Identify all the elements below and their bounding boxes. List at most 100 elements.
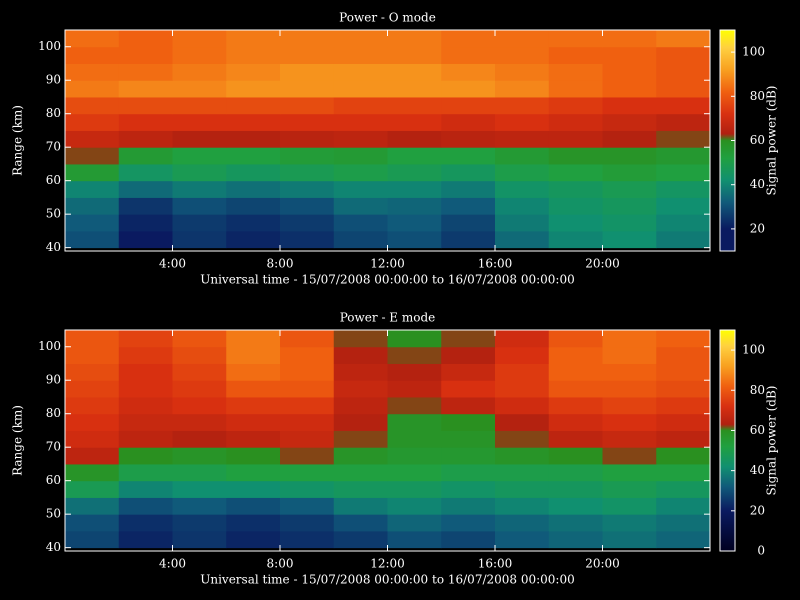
heat-cell: [119, 63, 173, 80]
x-tick-label: 12:00: [370, 257, 405, 271]
heat-cell: [226, 514, 280, 531]
heat-cell: [441, 397, 495, 414]
heat-cell: [495, 363, 549, 380]
heat-cell: [119, 30, 173, 47]
heat-cell: [334, 63, 388, 80]
y-tick-label: 80: [46, 406, 61, 420]
y-tick-label: 50: [46, 507, 61, 521]
heat-cell: [334, 397, 388, 414]
heat-cell: [656, 63, 710, 80]
heat-cell: [656, 464, 710, 481]
heat-cell: [119, 80, 173, 97]
heat-cell: [280, 363, 334, 380]
heat-cell: [280, 147, 334, 164]
heat-cell: [226, 363, 280, 380]
heat-cell: [441, 464, 495, 481]
heat-cell: [495, 164, 549, 181]
heat-cell: [388, 63, 442, 80]
heat-cell: [388, 481, 442, 498]
x-tick-label: 8:00: [267, 557, 294, 571]
heat-cell: [603, 430, 657, 447]
heat-cell: [495, 47, 549, 64]
heat-cell: [173, 397, 227, 414]
heat-cell: [441, 164, 495, 181]
heat-cell: [119, 97, 173, 114]
heat-cell: [334, 497, 388, 514]
y-axis-label: Range (km): [11, 405, 25, 476]
heat-cell: [280, 197, 334, 214]
heat-cell: [173, 214, 227, 231]
heat-cell: [280, 30, 334, 47]
heat-cell: [65, 130, 119, 147]
heat-cell: [549, 347, 603, 364]
colorbar-tick-label: 80: [750, 383, 765, 397]
heat-cell: [173, 330, 227, 347]
colorbar-tick-label: 60: [750, 423, 765, 437]
heat-cell: [119, 197, 173, 214]
heat-cell: [656, 330, 710, 347]
heat-cell: [173, 80, 227, 97]
heat-cell: [226, 80, 280, 97]
heat-cell: [495, 347, 549, 364]
heat-cell: [441, 430, 495, 447]
heat-cell: [173, 414, 227, 431]
heat-cell: [173, 114, 227, 131]
heat-cell: [173, 197, 227, 214]
heat-cell: [495, 97, 549, 114]
heat-cell: [388, 181, 442, 198]
heat-cell: [280, 464, 334, 481]
heat-cell: [549, 164, 603, 181]
heat-cell: [280, 497, 334, 514]
heat-cell: [226, 30, 280, 47]
heat-cell: [388, 347, 442, 364]
heat-cell: [226, 430, 280, 447]
heat-cell: [495, 114, 549, 131]
heat-cell: [441, 347, 495, 364]
heat-cell: [173, 97, 227, 114]
heat-cell: [119, 47, 173, 64]
heat-cell: [226, 347, 280, 364]
heat-cell: [441, 363, 495, 380]
heat-cell: [226, 97, 280, 114]
x-tick-label: 8:00: [267, 257, 294, 271]
heat-cell: [388, 397, 442, 414]
heat-cell: [441, 181, 495, 198]
y-tick-label: 70: [46, 140, 61, 154]
x-tick-label: 16:00: [478, 257, 513, 271]
heat-cell: [334, 80, 388, 97]
heat-cell: [441, 414, 495, 431]
colorbar-tick-label: 0: [757, 544, 765, 558]
heat-cell: [226, 197, 280, 214]
heat-cell: [226, 447, 280, 464]
heat-cell: [388, 380, 442, 397]
colorbar-tick-label: 80: [750, 89, 765, 103]
heat-cell: [334, 347, 388, 364]
heat-cell: [441, 97, 495, 114]
heat-cell: [226, 330, 280, 347]
heat-cell: [65, 214, 119, 231]
heat-cell: [603, 130, 657, 147]
y-tick-label: 60: [46, 473, 61, 487]
heat-cell: [495, 481, 549, 498]
x-tick-label: 20:00: [585, 257, 620, 271]
heat-cell: [603, 147, 657, 164]
heat-cell: [280, 380, 334, 397]
heat-cell: [280, 80, 334, 97]
heat-cell: [549, 147, 603, 164]
heat-cell: [334, 514, 388, 531]
heat-cell: [656, 197, 710, 214]
heat-cell: [334, 130, 388, 147]
heat-cell: [119, 147, 173, 164]
heat-cell: [441, 30, 495, 47]
heat-cell: [603, 481, 657, 498]
heat-cell: [226, 414, 280, 431]
heat-cell: [549, 363, 603, 380]
heat-cell: [388, 130, 442, 147]
heat-cell: [441, 330, 495, 347]
heat-cell: [495, 430, 549, 447]
y-tick-label: 70: [46, 440, 61, 454]
heat-cell: [495, 514, 549, 531]
heat-cell: [388, 430, 442, 447]
heat-cell: [656, 430, 710, 447]
heat-cell: [65, 414, 119, 431]
